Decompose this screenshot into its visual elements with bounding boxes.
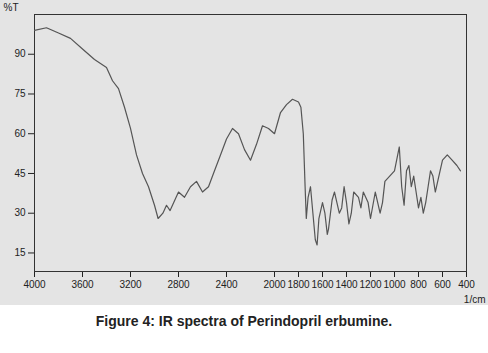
svg-text:60: 60 bbox=[14, 128, 26, 139]
svg-text:45: 45 bbox=[14, 168, 26, 179]
svg-text:1400: 1400 bbox=[335, 279, 358, 290]
svg-text:400: 400 bbox=[458, 279, 475, 290]
svg-text:600: 600 bbox=[434, 279, 451, 290]
svg-text:4000: 4000 bbox=[23, 279, 46, 290]
svg-text:3600: 3600 bbox=[71, 279, 94, 290]
svg-text:1200: 1200 bbox=[359, 279, 382, 290]
svg-text:2400: 2400 bbox=[215, 279, 238, 290]
svg-text:2000: 2000 bbox=[263, 279, 286, 290]
svg-text:3200: 3200 bbox=[119, 279, 142, 290]
svg-text:15: 15 bbox=[14, 247, 26, 258]
html-text:Figure 4: IR spectra of Perind: Figure 4: IR spectra of Perindopril erbu… bbox=[95, 313, 393, 329]
svg-text:800: 800 bbox=[410, 279, 427, 290]
svg-text:1000: 1000 bbox=[383, 279, 406, 290]
svg-text:90: 90 bbox=[14, 48, 26, 59]
svg-text:75: 75 bbox=[14, 88, 26, 99]
svg-text:30: 30 bbox=[14, 207, 26, 218]
svg-text:1/cm: 1/cm bbox=[464, 294, 486, 305]
svg-text:%T: %T bbox=[4, 2, 19, 13]
svg-text:1800: 1800 bbox=[287, 279, 310, 290]
svg-text:2800: 2800 bbox=[167, 279, 190, 290]
svg-text:1600: 1600 bbox=[311, 279, 334, 290]
